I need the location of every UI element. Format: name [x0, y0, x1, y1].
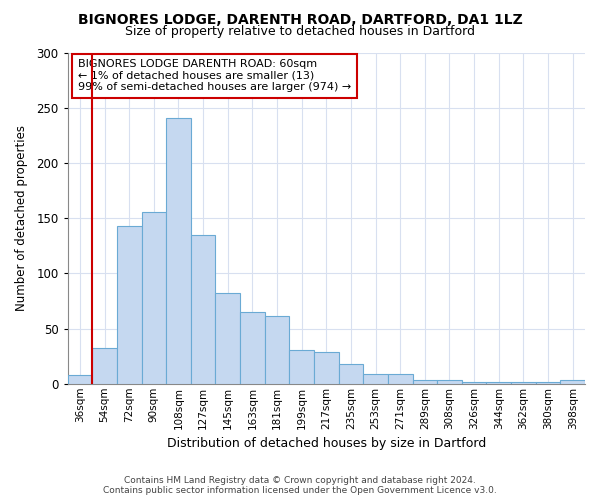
- Bar: [437, 380, 462, 384]
- Bar: [166, 118, 191, 384]
- Bar: [560, 380, 585, 384]
- Bar: [265, 316, 289, 384]
- Text: Size of property relative to detached houses in Dartford: Size of property relative to detached ho…: [125, 25, 475, 38]
- Bar: [363, 374, 388, 384]
- Bar: [487, 382, 511, 384]
- Bar: [314, 352, 338, 384]
- Bar: [191, 234, 215, 384]
- Bar: [536, 382, 560, 384]
- Bar: [68, 375, 92, 384]
- Text: Contains HM Land Registry data © Crown copyright and database right 2024.
Contai: Contains HM Land Registry data © Crown c…: [103, 476, 497, 495]
- Bar: [92, 348, 117, 384]
- Bar: [215, 293, 240, 384]
- Bar: [240, 312, 265, 384]
- Bar: [511, 382, 536, 384]
- Bar: [289, 350, 314, 384]
- Text: BIGNORES LODGE DARENTH ROAD: 60sqm
← 1% of detached houses are smaller (13)
99% : BIGNORES LODGE DARENTH ROAD: 60sqm ← 1% …: [78, 59, 351, 92]
- Bar: [413, 380, 437, 384]
- Bar: [142, 212, 166, 384]
- Text: BIGNORES LODGE, DARENTH ROAD, DARTFORD, DA1 1LZ: BIGNORES LODGE, DARENTH ROAD, DARTFORD, …: [77, 12, 523, 26]
- Bar: [388, 374, 413, 384]
- Bar: [117, 226, 142, 384]
- Bar: [338, 364, 363, 384]
- Y-axis label: Number of detached properties: Number of detached properties: [15, 125, 28, 311]
- Bar: [462, 382, 487, 384]
- X-axis label: Distribution of detached houses by size in Dartford: Distribution of detached houses by size …: [167, 437, 486, 450]
